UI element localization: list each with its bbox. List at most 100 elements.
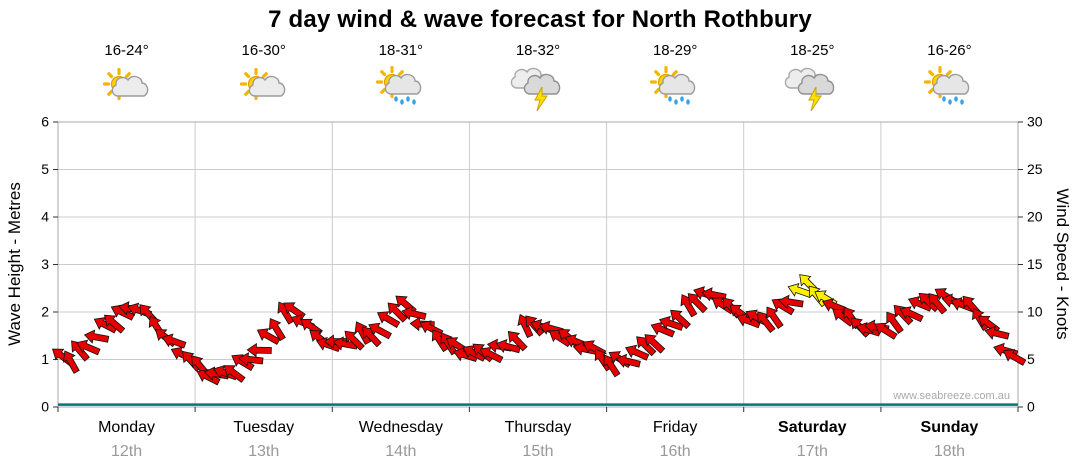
day-name-label: Wednesday: [358, 419, 443, 436]
day-date-label: 16th: [659, 443, 691, 460]
wind-arrow: [670, 309, 691, 330]
weather-icon-partly-cloudy: [240, 68, 286, 100]
left-tick-label: 3: [41, 256, 49, 272]
day-date-label: 18th: [933, 443, 965, 460]
day-name-label: Friday: [652, 419, 698, 436]
wind-arrow: [771, 298, 795, 316]
wind-arrow: [401, 306, 427, 321]
right-tick-label: 25: [1027, 161, 1043, 177]
day-date-label: 13th: [248, 443, 280, 460]
wind-arrow: [507, 330, 528, 352]
day-date-label: 15th: [522, 443, 554, 460]
day-date-label: 17th: [796, 443, 828, 460]
wind-arrow: [757, 311, 776, 334]
watermark: www.seabreeze.com.au: [892, 390, 1010, 402]
wind-arrow: [625, 344, 650, 361]
wind-arrow: [368, 322, 392, 340]
raindrop-icon: [680, 96, 684, 102]
wind-arrow: [246, 342, 272, 358]
wind-arrow: [778, 294, 804, 309]
weather-icon-partly-cloudy: [103, 68, 149, 100]
cloud-icon: [797, 73, 835, 95]
raindrop-icon: [406, 96, 410, 102]
wind-arrow: [238, 352, 264, 367]
wind-arrow: [1002, 349, 1027, 366]
wind-arrow: [874, 322, 898, 340]
weather-icon-sun-showers: [924, 66, 970, 105]
wind-arrow: [766, 306, 784, 330]
wind-arrow: [899, 306, 924, 323]
wind-arrow: [83, 329, 110, 344]
weather-icon-sun-showers: [376, 66, 422, 105]
lightning-icon: [534, 86, 548, 112]
wind-arrow: [636, 336, 657, 357]
wind-arrow: [344, 330, 365, 351]
raindrop-icon: [686, 99, 690, 105]
left-tick-label: 4: [41, 209, 49, 225]
left-tick-label: 6: [41, 114, 49, 130]
wind-arrow: [479, 346, 504, 364]
day-name-label: Tuesday: [233, 419, 295, 436]
wind-arrow: [650, 321, 676, 338]
wind-arrow: [110, 304, 135, 321]
left-tick-label: 0: [41, 399, 49, 415]
wind-arrow: [387, 302, 408, 323]
wind-arrow: [376, 311, 401, 329]
wind-arrow: [687, 293, 708, 314]
right-tick-label: 15: [1027, 256, 1043, 272]
right-tick-label: 10: [1027, 304, 1043, 320]
lightning-icon: [808, 86, 822, 112]
wind-arrow: [615, 353, 641, 368]
raindrop-icon: [668, 96, 672, 102]
day-name-label: Saturday: [778, 419, 847, 436]
wind-arrow: [196, 369, 221, 386]
left-tick-label: 2: [41, 304, 49, 320]
wind-arrow: [161, 333, 187, 349]
raindrop-icon: [948, 99, 952, 105]
wind-arrow: [603, 354, 621, 378]
wind-arrow: [644, 334, 666, 354]
raindrop-icon: [942, 96, 946, 102]
wind-arrow: [680, 294, 698, 318]
temperature-label: 16-26°: [927, 42, 972, 59]
weather-icon-sun-showers: [650, 66, 696, 105]
wind-arrow: [223, 365, 246, 383]
raindrop-icon: [412, 99, 416, 105]
wind-arrow: [701, 287, 727, 302]
wind-arrow: [256, 328, 281, 345]
page-title: 7 day wind & wave forecast for North Rot…: [268, 6, 812, 33]
cloud-icon: [523, 73, 561, 95]
wind-arrow: [103, 314, 126, 334]
temperature-label: 18-29°: [652, 42, 698, 59]
day-name-label: Thursday: [504, 419, 572, 436]
cloud-icon: [932, 73, 970, 95]
raindrop-icon: [954, 96, 958, 102]
cloud-icon: [248, 75, 286, 97]
temperature-label: 18-31°: [378, 42, 424, 59]
wind-arrow: [76, 339, 101, 356]
wind-arrow: [283, 302, 306, 320]
wind-arrow: [886, 311, 904, 334]
day-date-label: 14th: [385, 443, 417, 460]
weather-icon-thunderstorm: [510, 67, 561, 112]
left-tick-label: 5: [41, 161, 49, 177]
wind-arrow: [231, 354, 255, 372]
wind-arrow: [362, 326, 382, 348]
cloud-icon: [384, 73, 422, 95]
wind-arrow: [984, 325, 1010, 340]
wind-arrow: [268, 317, 286, 342]
temperature-label: 18-32°: [515, 42, 561, 59]
right-tick-label: 30: [1027, 114, 1043, 130]
wind-arrow: [928, 293, 948, 315]
wind-arrow: [517, 313, 534, 339]
wind-arrow: [63, 350, 80, 374]
right-tick-label: 5: [1027, 351, 1035, 367]
right-tick-label: 20: [1027, 209, 1043, 225]
raindrop-icon: [394, 96, 398, 102]
day-date-label: 12th: [110, 443, 143, 460]
temperature-label: 16-24°: [104, 42, 149, 59]
cloud-icon: [111, 75, 149, 97]
raindrop-icon: [960, 99, 964, 105]
right-tick-label: 0: [1027, 399, 1035, 415]
